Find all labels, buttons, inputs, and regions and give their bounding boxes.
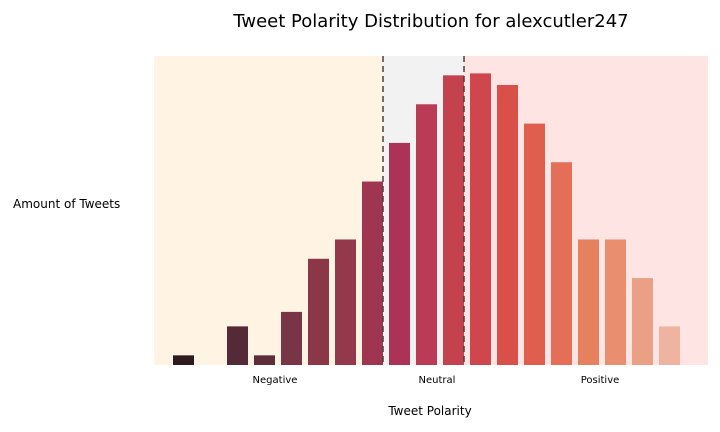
bar-8 <box>389 142 410 365</box>
bar-16 <box>605 239 626 365</box>
bar-0 <box>173 355 194 365</box>
neutral-threshold-lines <box>382 56 465 365</box>
x-axis-label: Tweet Polarity <box>387 404 471 418</box>
bar-6 <box>335 239 356 365</box>
bar-12 <box>497 84 518 365</box>
bar-5 <box>308 258 329 365</box>
bar-4 <box>281 311 302 365</box>
bar-10 <box>443 75 464 365</box>
region-label-negative: Negative <box>253 375 298 386</box>
bar-3 <box>254 355 275 365</box>
region-label-neutral: Neutral <box>419 375 456 386</box>
bar-2 <box>227 326 248 365</box>
bar-14 <box>551 162 572 365</box>
chart-title: Tweet Polarity Distribution for alexcutl… <box>232 11 628 32</box>
region-label-positive: Positive <box>581 375 620 386</box>
bar-17 <box>632 278 653 365</box>
bar-7 <box>362 181 383 365</box>
bar-9 <box>416 104 437 365</box>
bar-15 <box>578 239 599 365</box>
bar-11 <box>470 73 491 365</box>
bar-series <box>173 73 680 365</box>
bar-18 <box>659 326 680 365</box>
y-axis-label: Amount of Tweets <box>13 197 120 211</box>
bar-13 <box>524 123 545 365</box>
